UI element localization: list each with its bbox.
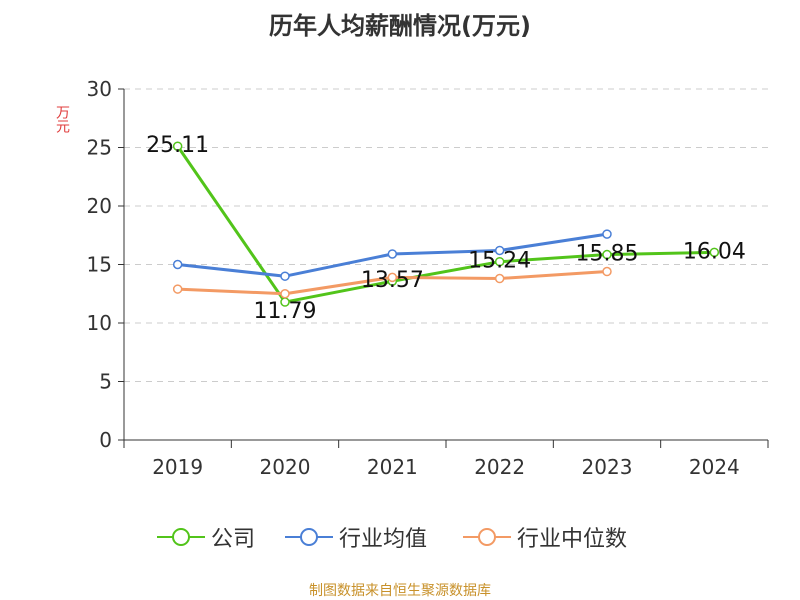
x-tick-label: 2019	[152, 455, 203, 479]
y-axis-label: 万元	[54, 105, 70, 133]
data-point-0	[602, 249, 612, 260]
data-label: 15.24	[468, 249, 531, 274]
y-tick-label: 15	[87, 253, 112, 277]
y-tick-label: 10	[87, 311, 112, 335]
data-point-0	[172, 141, 183, 151]
data-point-0	[494, 256, 505, 267]
data-point-2	[172, 284, 183, 294]
data-point-2	[280, 289, 290, 299]
x-tick-label: 2024	[689, 455, 740, 479]
legend-marker-company	[157, 528, 205, 546]
legend-item-industry-mean[interactable]: 行业均值	[285, 521, 427, 553]
data-point-2	[494, 273, 505, 284]
data-point-1	[494, 245, 505, 256]
data-label: 16.04	[683, 239, 746, 264]
x-tick-label: 2020	[260, 455, 311, 479]
data-point-2	[387, 272, 398, 283]
legend-label-industry-mean: 行业均值	[339, 527, 428, 552]
data-point-0	[709, 247, 720, 258]
data-point-1	[387, 249, 398, 259]
x-tick-label: 2021	[367, 455, 418, 479]
data-point-1	[602, 229, 612, 239]
data-point-1	[172, 259, 183, 270]
x-tick-label: 2023	[582, 455, 633, 479]
legend-label-company: 公司	[211, 527, 256, 552]
data-label: 15.85	[576, 242, 639, 267]
legend-item-industry-median[interactable]: 行业中位数	[463, 521, 627, 553]
chart-title: 历年人均薪酬情况(万元)	[269, 12, 531, 40]
data-point-1	[280, 271, 290, 281]
data-label: 13.57	[361, 268, 424, 293]
y-tick-label: 20	[87, 194, 112, 218]
y-tick-label: 25	[87, 136, 112, 160]
y-tick-label: 30	[87, 77, 112, 101]
y-tick-label: 0	[99, 428, 112, 452]
data-label: 25.11	[146, 133, 209, 158]
legend: 公司 行业均值 行业中位数	[0, 521, 800, 553]
source-note: 制图数据来自恒生聚源数据库	[309, 583, 491, 599]
legend-marker-industry-mean	[285, 528, 333, 546]
legend-item-company[interactable]: 公司	[157, 521, 255, 553]
legend-label-industry-median: 行业中位数	[517, 527, 628, 552]
series-line-0	[176, 145, 715, 304]
x-tick-label: 2022	[474, 455, 525, 479]
data-point-2	[602, 266, 612, 277]
data-label: 11.79	[254, 299, 317, 324]
legend-marker-industry-median	[463, 528, 511, 546]
y-tick-label: 5	[99, 370, 112, 394]
